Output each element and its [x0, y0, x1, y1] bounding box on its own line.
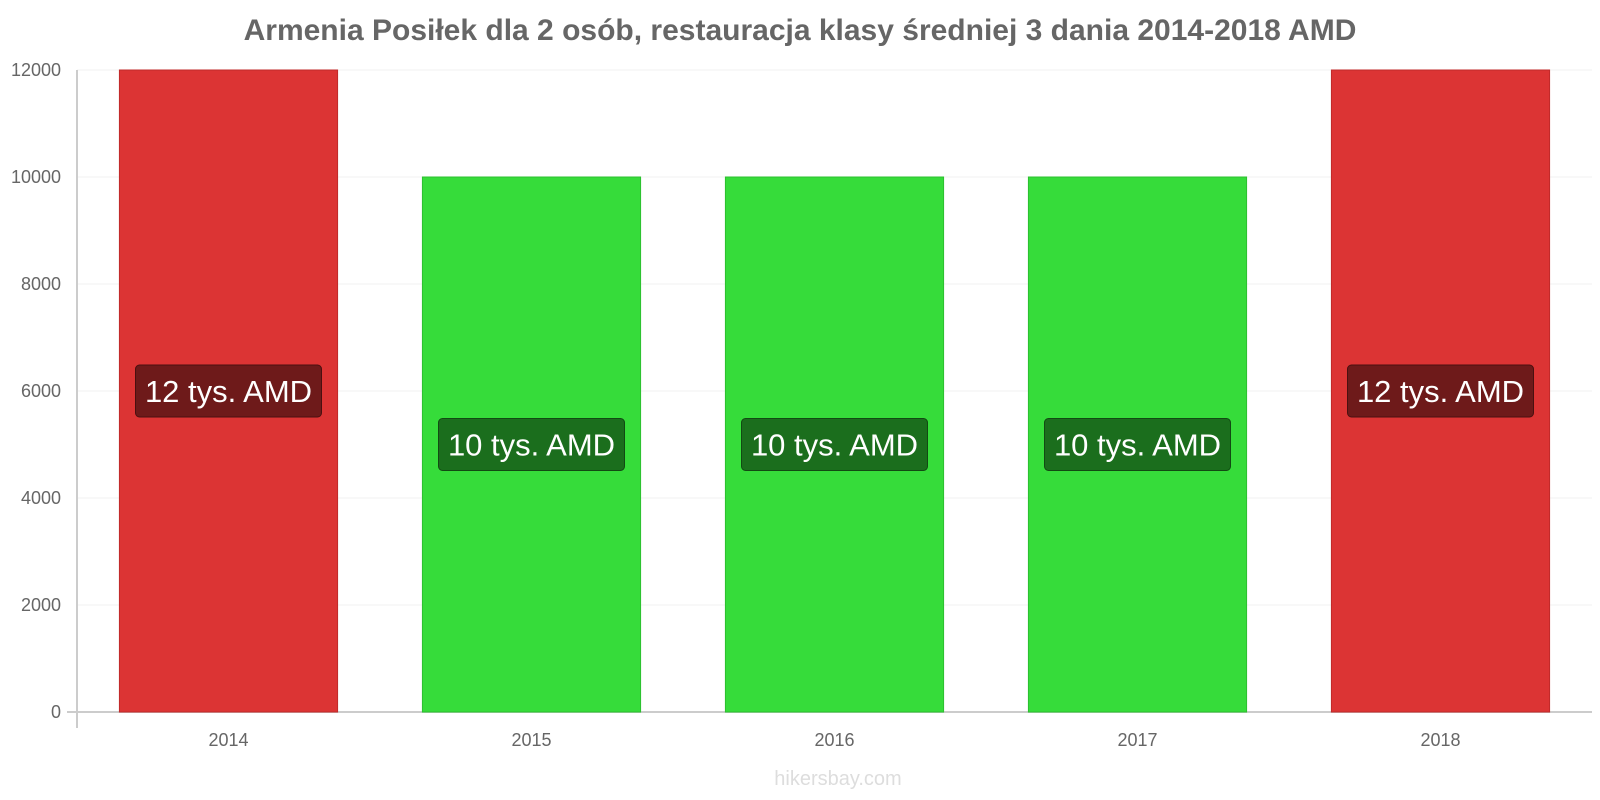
chart-title: Armenia Posiłek dla 2 osób, restauracja … — [243, 14, 1357, 47]
y-tick-label: 4000 — [21, 488, 61, 508]
x-tick-label: 2017 — [1117, 730, 1157, 750]
data-label-box — [1044, 418, 1231, 471]
data-label: 10 tys. AMD — [751, 428, 918, 463]
watermark-credit: hikersbay.com — [774, 768, 902, 790]
x-tick-label: 2014 — [208, 730, 248, 750]
data-label: 10 tys. AMD — [1054, 428, 1221, 463]
y-tick-label: 0 — [51, 702, 61, 722]
data-label-box — [438, 418, 625, 471]
x-tick-label: 2015 — [511, 730, 551, 750]
y-tick-label: 8000 — [21, 274, 61, 294]
x-tick-label: 2018 — [1420, 730, 1460, 750]
data-label: 10 tys. AMD — [448, 428, 615, 463]
y-tick-label: 6000 — [21, 381, 61, 401]
data-label-box — [135, 364, 322, 418]
y-tick-label: 10000 — [11, 167, 61, 187]
data-label: 12 tys. AMD — [1357, 374, 1524, 409]
data-label: 12 tys. AMD — [145, 374, 312, 409]
data-label-box — [1347, 364, 1534, 418]
y-tick-label: 2000 — [21, 595, 61, 615]
data-label-box — [741, 418, 928, 471]
y-tick-label: 12000 — [11, 60, 61, 80]
x-tick-label: 2016 — [814, 730, 854, 750]
